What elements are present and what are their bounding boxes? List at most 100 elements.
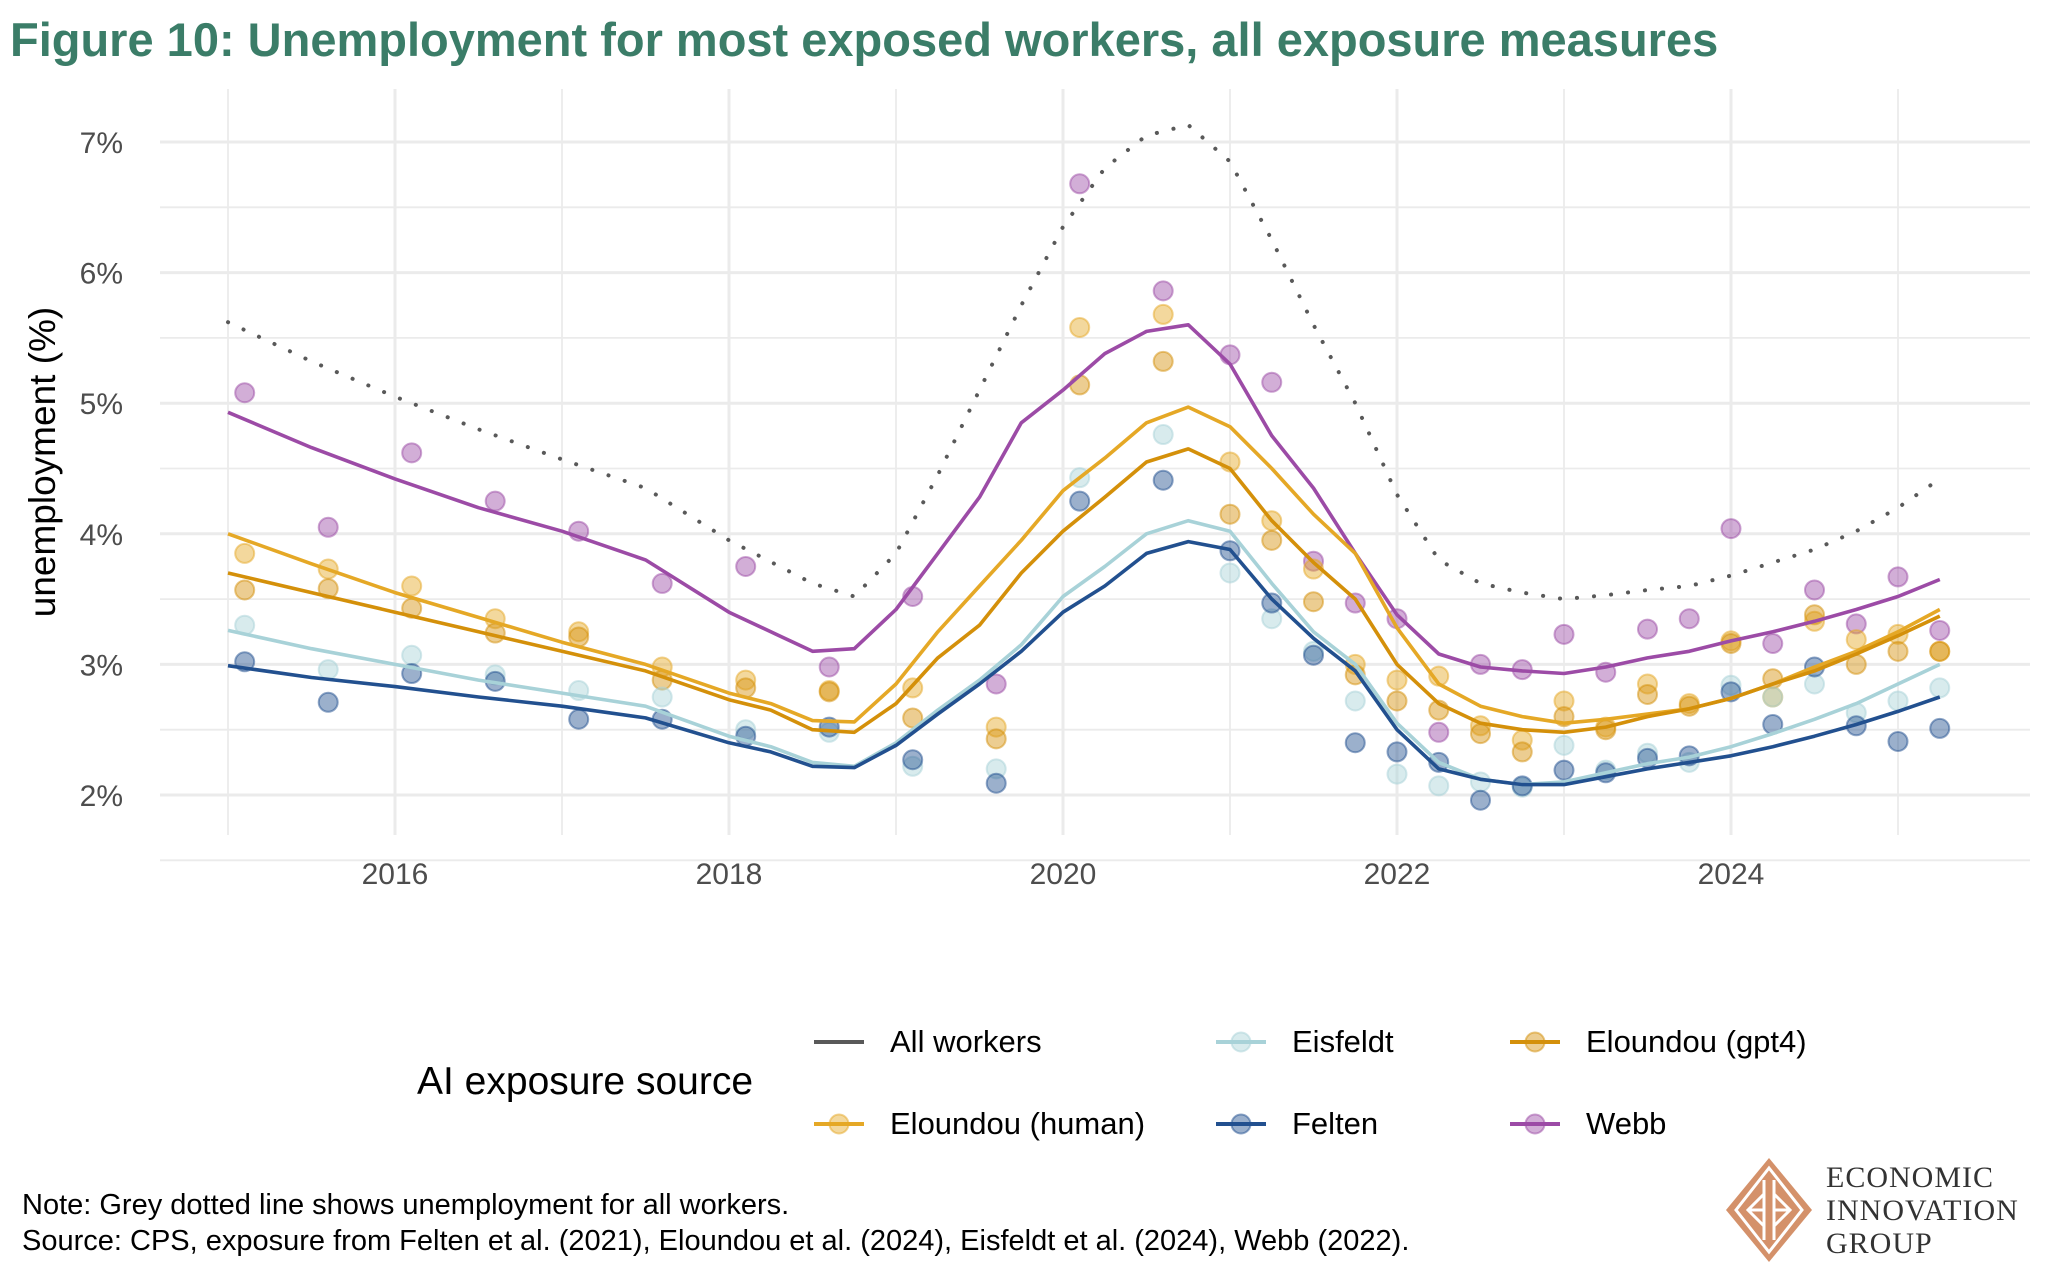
x-tick-label: 2016 xyxy=(362,858,429,891)
legend-item-eisfeldt: Eisfeldt xyxy=(1214,1022,1394,1062)
data-point-felten xyxy=(1386,741,1408,763)
legend-item-all-workers: All workers xyxy=(812,1022,1042,1062)
data-point-eloundou-human xyxy=(1386,669,1408,691)
y-axis: 2% 3% 4% 5% 6% 7% xyxy=(80,127,123,813)
data-point-eisfeldt xyxy=(1428,775,1450,797)
series-line-eloundou-gpt4 xyxy=(227,447,1941,735)
series-line-eisfeldt xyxy=(227,518,1941,787)
data-point-felten xyxy=(1344,732,1366,754)
data-point-eloundou-gpt4 xyxy=(985,728,1007,750)
data-point-webb xyxy=(1804,579,1825,601)
data-point-eisfeldt xyxy=(1762,686,1784,708)
data-point-felten xyxy=(902,749,924,771)
legend-title: AI exposure source xyxy=(417,1060,754,1103)
data-point-felten xyxy=(1069,490,1091,512)
data-point-eloundou-gpt4 xyxy=(1511,741,1533,763)
data-point-eloundou-gpt4 xyxy=(1887,640,1909,662)
data-point-eloundou-human xyxy=(1152,303,1174,325)
x-tick-label: 2020 xyxy=(1030,858,1097,891)
data-point-webb xyxy=(651,572,673,594)
data-point-eloundou-gpt4 xyxy=(1303,591,1324,613)
data-point-felten xyxy=(1303,644,1324,666)
data-point-eisfeldt xyxy=(1386,763,1408,785)
legend-label: Eisfeldt xyxy=(1292,1024,1394,1059)
data-point-webb xyxy=(1762,633,1784,655)
y-axis-label: unemployment (%) xyxy=(22,307,63,618)
data-point-webb xyxy=(1553,623,1575,645)
chart-title: Figure 10: Unemployment for most exposed… xyxy=(10,13,1719,66)
y-tick-label: 7% xyxy=(80,127,123,160)
data-point-eloundou-gpt4 xyxy=(1929,640,1951,662)
y-tick-label: 2% xyxy=(80,780,123,813)
legend-key-icon xyxy=(814,1040,864,1044)
data-point-webb xyxy=(1219,344,1241,366)
data-point-eloundou-human xyxy=(1553,690,1575,712)
data-point-webb xyxy=(1261,371,1283,393)
data-point-eisfeldt xyxy=(1553,734,1575,756)
series-layer xyxy=(226,122,1951,811)
data-point-webb xyxy=(1152,280,1174,302)
data-point-eloundou-gpt4 xyxy=(1470,723,1491,745)
y-tick-label: 3% xyxy=(80,649,123,682)
data-point-webb xyxy=(818,656,840,678)
y-tick-label: 6% xyxy=(80,258,123,291)
legend-label: Webb xyxy=(1586,1106,1667,1141)
legend-item-webb: Webb xyxy=(1508,1104,1666,1144)
note-line: Note: Grey dotted line shows unemploymen… xyxy=(22,1189,790,1221)
source-line: Source: CPS, exposure from Felten et al.… xyxy=(22,1225,1410,1257)
data-point-felten xyxy=(985,772,1007,794)
data-point-eisfeldt xyxy=(317,659,339,681)
data-point-eisfeldt xyxy=(1804,673,1825,695)
legend-item-eloundou-human: Eloundou (human) xyxy=(812,1104,1145,1144)
legend-label: Eloundou (gpt4) xyxy=(1586,1024,1807,1059)
legend-key-icon xyxy=(1216,1113,1266,1135)
data-point-eisfeldt xyxy=(1219,562,1241,584)
legend-label: Felten xyxy=(1292,1106,1379,1141)
data-point-webb xyxy=(735,555,757,577)
data-point-eisfeldt xyxy=(1261,608,1283,630)
data-point-eisfeldt xyxy=(902,755,924,777)
logo-line: GROUP xyxy=(1826,1226,1933,1260)
x-tick-label: 2018 xyxy=(696,858,763,891)
data-point-webb xyxy=(1678,608,1700,630)
data-point-eloundou-gpt4 xyxy=(1219,503,1241,525)
x-tick-label: 2024 xyxy=(1698,858,1765,891)
data-point-eloundou-gpt4 xyxy=(234,579,256,601)
data-point-webb xyxy=(401,442,423,464)
data-point-webb xyxy=(234,382,256,404)
data-point-eloundou-gpt4 xyxy=(1637,683,1658,705)
series-line-felten xyxy=(227,539,1941,787)
data-point-felten xyxy=(1470,789,1491,811)
data-point-eisfeldt xyxy=(1344,690,1366,712)
data-point-eloundou-human xyxy=(735,669,757,691)
data-point-webb xyxy=(484,490,506,512)
data-point-webb xyxy=(1929,619,1951,641)
data-point-eisfeldt xyxy=(651,686,673,708)
data-point-eisfeldt xyxy=(1152,424,1174,446)
data-point-felten xyxy=(1929,717,1951,739)
data-point-eloundou-human xyxy=(568,621,590,643)
data-point-eloundou-gpt4 xyxy=(902,707,924,729)
legend-key-icon xyxy=(1510,1113,1560,1135)
legend-item-eloundou-gpt4: Eloundou (gpt4) xyxy=(1508,1022,1807,1062)
legend-key-icon xyxy=(814,1113,864,1135)
data-point-felten xyxy=(317,691,339,713)
legend-key-icon xyxy=(1510,1031,1560,1053)
notes: Note: Grey dotted line shows unemploymen… xyxy=(22,1187,1409,1259)
data-point-eloundou-gpt4 xyxy=(1069,374,1091,396)
series-line-webb xyxy=(227,322,1941,676)
y-tick-label: 5% xyxy=(80,388,123,421)
data-point-felten xyxy=(568,708,590,730)
data-point-felten xyxy=(1553,759,1575,781)
data-point-eloundou-gpt4 xyxy=(1261,529,1283,551)
data-point-eisfeldt xyxy=(1720,674,1742,696)
data-point-webb xyxy=(985,673,1007,695)
data-point-eisfeldt xyxy=(985,758,1007,780)
data-point-webb xyxy=(1428,721,1450,743)
logo-line: ECONOMIC xyxy=(1826,1160,1995,1194)
data-point-eloundou-gpt4 xyxy=(818,681,840,703)
data-point-eisfeldt xyxy=(1929,677,1951,699)
eig-logo: ECONOMIC INNOVATION GROUP xyxy=(1724,1156,2019,1264)
data-point-felten xyxy=(1887,730,1909,752)
data-point-webb xyxy=(1069,173,1091,195)
